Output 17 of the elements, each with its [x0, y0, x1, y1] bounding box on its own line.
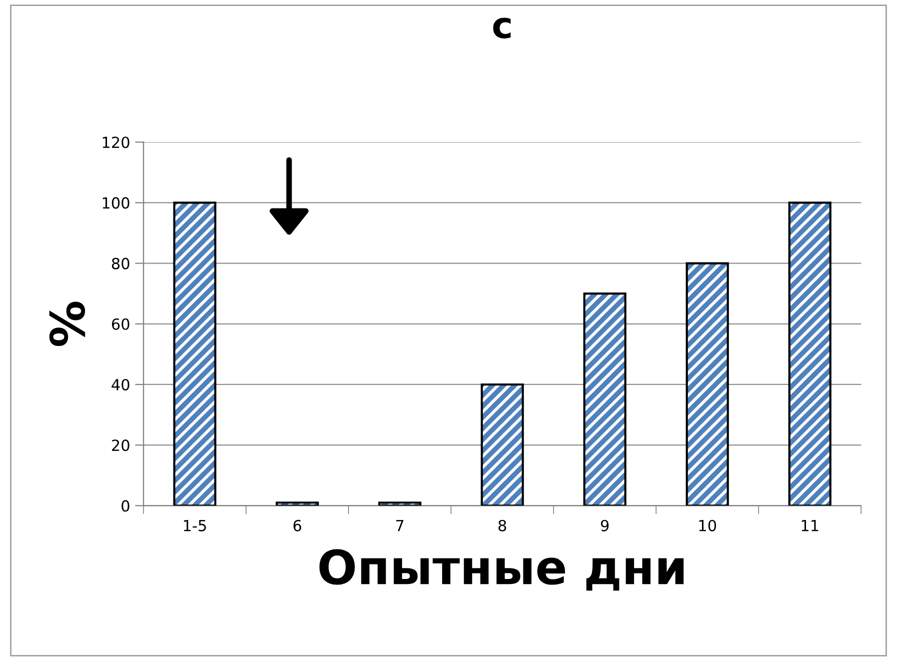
x-tick-label: 11: [802, 520, 818, 532]
x-tick-label: 1-5: [184, 520, 206, 532]
y-tick-label: 60: [112, 318, 130, 330]
x-tick-label: 9: [600, 520, 609, 532]
x-tick-label: 10: [699, 520, 716, 532]
x-axis-title: Опытные дни: [319, 549, 684, 591]
chart-title: c: [493, 18, 511, 38]
y-tick-label: 80: [112, 258, 130, 270]
y-tick-label: 40: [112, 378, 130, 391]
y-tick-label: 100: [102, 197, 130, 209]
y-tick-label: 20: [112, 440, 130, 452]
x-tick-label: 7: [396, 520, 404, 532]
y-tick-label: 0: [122, 500, 130, 512]
y-axis-title: %: [49, 302, 86, 346]
x-tick-label: 6: [294, 520, 302, 532]
y-tick-label: 120: [102, 136, 130, 148]
x-tick-label: 8: [498, 520, 506, 532]
